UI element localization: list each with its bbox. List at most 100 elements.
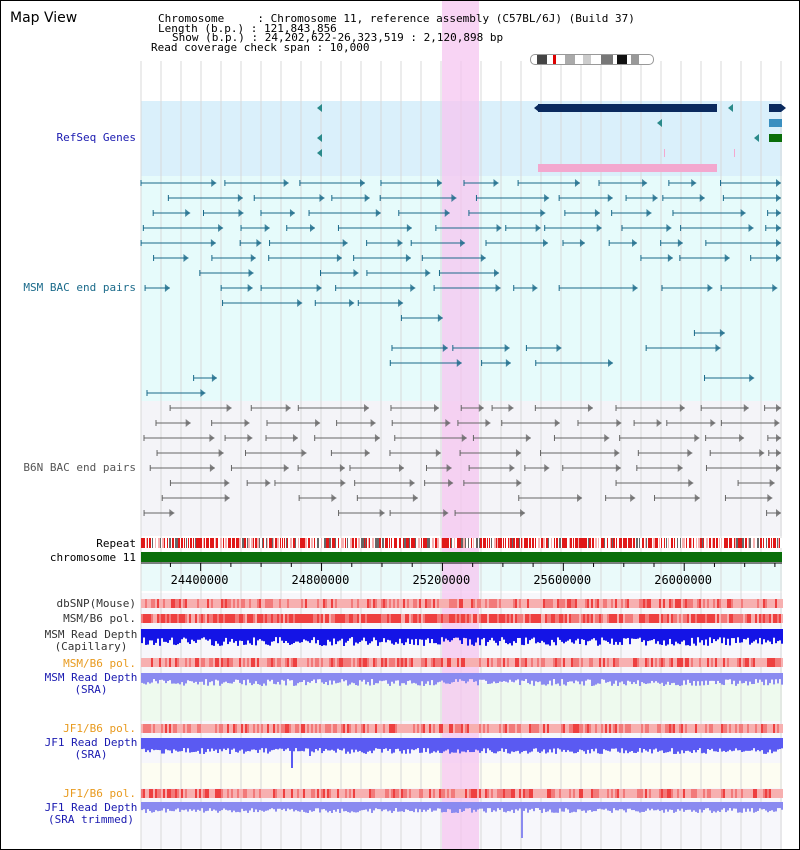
- msm-b6-pol2-cell: [455, 658, 457, 667]
- track-label-repeat[interactable]: Repeat: [96, 537, 136, 550]
- jf1-sra-depth-bar: [217, 738, 219, 753]
- jf1-b6-pol-cell: [187, 724, 189, 733]
- msm-capillary-depth-bar: [463, 629, 465, 638]
- msm-capillary-depth-bar: [693, 629, 695, 644]
- msm-b6-pol-cell: [259, 614, 261, 623]
- jf1-sra-depth-bar: [229, 738, 231, 754]
- jf1-b6-pol2-cell: [461, 789, 463, 798]
- msm-b6-pol-cell: [423, 614, 425, 623]
- jf1-b6-pol-cell: [527, 724, 529, 733]
- msm-sra-depth-bar: [207, 673, 209, 686]
- gene-arrow: [534, 104, 539, 112]
- msm-b6-pol2-cell: [559, 658, 561, 667]
- jf1-trimmed-depth-bar: [769, 802, 771, 811]
- msm-b6-pol-cell: [767, 614, 769, 623]
- msm-capillary-depth-bar: [303, 629, 305, 640]
- jf1-trimmed-depth-bar: [549, 802, 551, 810]
- jf1-sra-depth-bar: [449, 738, 451, 754]
- msm-capillary-depth-bar: [557, 629, 559, 638]
- jf1-trimmed-depth-bar: [665, 802, 667, 810]
- track-label-jf1-b6-pol-2[interactable]: JF1/B6 pol.: [63, 787, 136, 800]
- jf1-trimmed-depth-bar: [159, 802, 161, 811]
- msm-capillary-depth-bar: [449, 629, 451, 642]
- jf1-sra-depth-bar: [711, 738, 713, 749]
- msm-sra-depth-bar: [353, 673, 355, 684]
- msm-capillary-depth-bar: [175, 629, 177, 646]
- msm-sra-depth-bar: [537, 673, 539, 683]
- jf1-sra-depth-bar: [457, 738, 459, 750]
- track-label-msm-b6-pol[interactable]: MSM/B6 pol.: [63, 612, 136, 625]
- jf1-b6-pol2-cell: [319, 789, 321, 798]
- jf1-trimmed-depth-bar: [651, 802, 653, 809]
- jf1-trimmed-depth-bar: [345, 802, 347, 812]
- msm-b6-pol-cell: [491, 614, 493, 623]
- jf1-b6-pol-cell: [545, 724, 547, 733]
- jf1-trimmed-depth-bar: [389, 802, 391, 811]
- msm-bac-pair-end: [535, 224, 541, 232]
- jf1-b6-pol-cell: [533, 724, 535, 733]
- repeat-element: [267, 538, 268, 548]
- jf1-b6-pol-cell: [269, 724, 271, 733]
- msm-b6-pol-cell: [243, 614, 245, 623]
- msm-sra-depth-bar: [185, 673, 187, 684]
- msm-capillary-depth-bar: [265, 629, 267, 645]
- msm-sra-depth-bar: [551, 673, 553, 686]
- dbsnp-cell: [601, 599, 603, 608]
- repeat-element: [378, 538, 379, 548]
- msm-b6-pol-cell: [283, 614, 285, 623]
- msm-b6-pol2-cell: [259, 658, 261, 667]
- jf1-sra-depth-bar: [779, 738, 781, 749]
- msm-capillary-depth-bar: [593, 629, 595, 639]
- jf1-b6-pol-cell: [547, 724, 549, 733]
- repeat-element: [391, 538, 392, 548]
- msm-capillary-depth-bar: [499, 629, 501, 642]
- msm-capillary-depth-bar: [741, 629, 743, 643]
- msm-b6-pol2-cell: [315, 658, 317, 667]
- jf1-b6-pol-cell: [387, 724, 389, 733]
- track-label-msm-depth-capillary[interactable]: MSM Read Depth (Capillary): [44, 628, 138, 653]
- track-label-msm-b6-pol-2[interactable]: MSM/B6 pol.: [63, 657, 136, 670]
- msm-capillary-depth-bar: [731, 629, 733, 639]
- jf1-trimmed-depth-bar: [759, 802, 761, 809]
- jf1-b6-pol-cell: [739, 724, 741, 733]
- track-label-chromosome[interactable]: chromosome 11: [49, 551, 136, 564]
- track-label-msm-depth-sra[interactable]: MSM Read Depth (SRA): [44, 671, 138, 696]
- jf1-b6-pol2-cell: [463, 789, 465, 798]
- msm-capillary-depth-bar: [739, 629, 741, 643]
- jf1-trimmed-depth-bar: [239, 802, 241, 813]
- msm-b6-pol2-cell: [203, 658, 205, 667]
- dbsnp-cell: [603, 599, 605, 608]
- b6n-bac-pair-end: [516, 479, 522, 487]
- track-label-jf1-depth-sra[interactable]: JF1 Read Depth (SRA): [44, 736, 138, 761]
- jf1-b6-pol2-cell: [697, 789, 699, 798]
- track-label-dbsnp[interactable]: dbSNP(Mouse): [56, 597, 136, 610]
- msm-b6-pol-cell: [731, 614, 733, 623]
- repeat-element: [196, 538, 197, 548]
- msm-sra-depth-bar: [261, 673, 263, 686]
- track-label-refseq[interactable]: RefSeq Genes: [56, 131, 136, 144]
- jf1-trimmed-depth-bar: [425, 802, 427, 812]
- jf1-b6-pol2-cell: [371, 789, 373, 798]
- msm-sra-depth-bar: [391, 673, 393, 682]
- msm-b6-pol2-cell: [641, 658, 643, 667]
- jf1-b6-pol2-cell: [505, 789, 507, 798]
- dbsnp-cell: [343, 599, 345, 608]
- track-label-jf1-depth-trimmed[interactable]: JF1 Read Depth (SRA trimmed): [44, 801, 138, 826]
- jf1-b6-pol-cell: [343, 724, 345, 733]
- chromosome-ideogram[interactable]: [530, 54, 654, 65]
- msm-sra-depth-bar: [467, 673, 469, 682]
- dbsnp-cell: [713, 599, 715, 608]
- track-label-jf1-b6-pol[interactable]: JF1/B6 pol.: [63, 722, 136, 735]
- jf1-trimmed-depth-bar: [281, 802, 283, 810]
- msm-b6-pol2-cell: [675, 658, 677, 667]
- msm-capillary-depth-bar: [143, 629, 145, 638]
- msm-bac-pair-end: [250, 254, 256, 262]
- dbsnp-cell: [315, 599, 317, 608]
- track-label-msm-bac[interactable]: MSM BAC end pairs: [23, 281, 136, 294]
- track-label-b6n-bac[interactable]: B6N BAC end pairs: [23, 461, 136, 474]
- jf1-trimmed-depth-bar: [645, 802, 647, 811]
- highlight-region: [442, 1, 479, 849]
- jf1-b6-pol-cell: [359, 724, 361, 733]
- msm-b6-pol-cell: [287, 614, 289, 623]
